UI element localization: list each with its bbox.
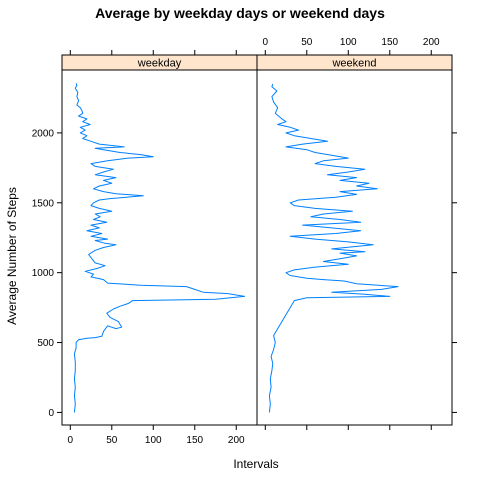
x-tick-label-top: 100 <box>340 37 357 48</box>
chart-title: Average by weekday days or weekend days <box>95 5 385 21</box>
strip-weekday <box>62 55 257 70</box>
strip-weekend <box>257 55 452 70</box>
x-tick-label-top: 50 <box>301 37 313 48</box>
x-tick-label-bottom: 100 <box>145 435 162 446</box>
series-line-weekday <box>73 83 246 413</box>
strip-label-weekday: weekday <box>137 58 182 70</box>
x-tick-label-bottom: 200 <box>228 435 245 446</box>
x-tick-label-top: 150 <box>381 37 398 48</box>
x-tick-label-top: 200 <box>423 37 440 48</box>
y-tick-label: 2000 <box>32 128 55 139</box>
series-line-weekend <box>268 83 399 413</box>
plot-area: weekday weekend00505010010015015020020005… <box>32 37 457 446</box>
strip-label-weekend: weekend <box>331 58 376 70</box>
y-tick-label: 0 <box>48 408 54 419</box>
x-tick-label-top: 0 <box>263 37 269 48</box>
x-tick-label-bottom: 0 <box>68 435 74 446</box>
y-tick-label: 1500 <box>32 198 55 209</box>
x-tick-label-bottom: 150 <box>186 435 203 446</box>
y-tick-label: 1000 <box>32 268 55 279</box>
y-axis-label: Average Number of Steps <box>5 187 19 325</box>
x-tick-label-bottom: 50 <box>106 435 118 446</box>
y-tick-label: 500 <box>37 338 54 349</box>
x-axis-label: Intervals <box>233 457 278 471</box>
